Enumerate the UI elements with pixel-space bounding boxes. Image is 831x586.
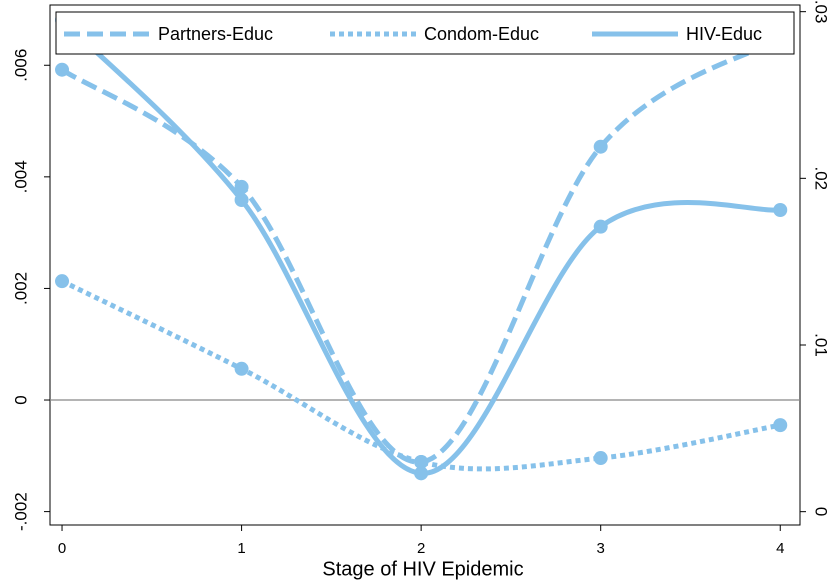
y-tick-label: .004 — [11, 160, 30, 193]
legend-label: Partners-Educ — [158, 24, 273, 44]
point — [234, 361, 249, 376]
y-tick-label: 0 — [11, 395, 30, 404]
x-tick-label: 2 — [417, 540, 425, 557]
point — [773, 418, 788, 433]
y2-tick-label: .03 — [812, 0, 831, 23]
x-axis-label: Stage of HIV Epidemic — [322, 558, 523, 580]
point — [414, 454, 429, 469]
plot-frame — [49, 4, 801, 526]
x-tick-label: 4 — [776, 540, 784, 557]
x-tick-label: 3 — [597, 540, 605, 557]
point — [414, 466, 429, 481]
y-tick-label: -.002 — [11, 492, 30, 531]
point — [773, 203, 788, 217]
legend-label: HIV-Educ — [686, 24, 762, 44]
y2-tick-label: .01 — [812, 333, 831, 357]
y-tick-label: .006 — [11, 49, 30, 82]
point — [593, 219, 608, 234]
x-tick-label: 1 — [237, 540, 245, 557]
series-line — [60, 278, 781, 472]
x-tick-label: 0 — [58, 540, 66, 557]
point — [593, 451, 608, 466]
point — [234, 179, 249, 194]
y2-tick-label: 0 — [812, 507, 831, 516]
point — [234, 193, 249, 207]
legend-label: Condom-Educ — [424, 24, 539, 44]
y2-tick-label: .02 — [812, 167, 831, 191]
y-tick-label: .002 — [11, 272, 30, 305]
point — [55, 274, 70, 289]
point — [55, 62, 70, 77]
series-line — [60, 36, 782, 465]
point — [593, 139, 608, 154]
